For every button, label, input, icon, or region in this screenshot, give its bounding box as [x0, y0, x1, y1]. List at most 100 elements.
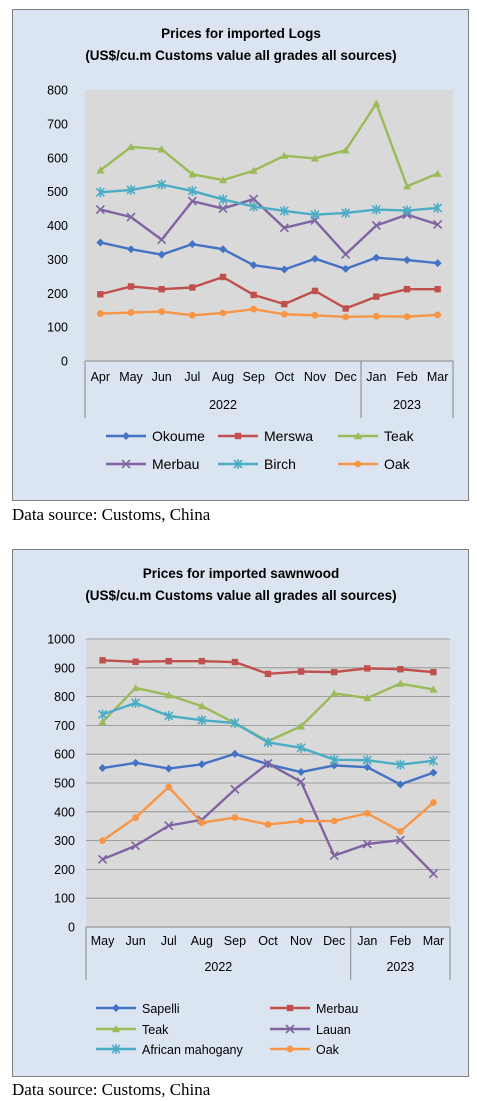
logs-data-point [249, 261, 258, 270]
logs-data-point [157, 235, 167, 245]
logs-year-label: 2023 [393, 398, 421, 412]
logs-data-point [157, 145, 166, 153]
logs-data-point [341, 249, 351, 259]
logs-data-point [371, 204, 381, 215]
sawnwood-data-point [297, 768, 306, 777]
sawnwood-legend-marker [286, 1045, 294, 1053]
logs-data-point [403, 182, 411, 190]
sawnwood-data-point [131, 841, 141, 851]
sawnwood-data-point [363, 694, 372, 702]
logs-legend-label: Teak [384, 428, 415, 444]
sawnwood-legend-label: Sapelli [142, 1002, 180, 1016]
logs-data-point [96, 238, 105, 247]
sawnwood-chart: Prices for imported sawnwood (US$/cu.m Cu… [47, 566, 451, 1057]
logs-data-point [280, 310, 288, 318]
logs-data-point [157, 250, 166, 259]
sawnwood-year-label: 2022 [204, 960, 232, 974]
sawnwood-data-point [329, 754, 339, 765]
sawnwood-data-point [362, 755, 372, 766]
logs-data-point [250, 305, 258, 313]
logs-data-point [97, 291, 104, 298]
logs-series-line-teak [99, 102, 439, 188]
sawnwood-y-tick-label: 900 [54, 661, 75, 675]
logs-data-point [310, 209, 320, 220]
sawnwood-data-point [165, 657, 172, 665]
sawnwood-data-point [263, 737, 273, 748]
sawnwood-chart-title: Prices for imported sawnwood [143, 566, 340, 581]
logs-chart-subtitle: (US$/cu.m Customs value all grades all s… [85, 48, 396, 63]
logs-data-point [219, 273, 227, 281]
sawnwood-y-tick-label: 400 [54, 805, 75, 819]
logs-data-point [219, 176, 227, 184]
sawnwood-data-point [297, 722, 306, 730]
logs-data-point [279, 223, 289, 233]
sawnwood-data-point [164, 710, 174, 721]
sawnwood-data-point [396, 827, 404, 835]
logs-data-point [218, 194, 228, 205]
logs-y-tick-label: 600 [47, 151, 68, 165]
sawnwood-data-point [231, 658, 239, 666]
sawnwood-data-point [164, 691, 173, 699]
sawnwood-data-point [197, 760, 206, 769]
sawnwood-data-point [397, 666, 404, 673]
logs-y-tick-label: 0 [61, 355, 68, 369]
logs-data-point [249, 166, 258, 174]
sawnwood-year-label: 2023 [386, 960, 414, 974]
sawnwood-data-point [429, 685, 438, 693]
sawnwood-data-point [230, 718, 240, 729]
logs-data-point [127, 245, 135, 254]
logs-x-tick-label: Feb [396, 370, 418, 384]
logs-y-tick-label: 700 [47, 117, 68, 131]
sawnwood-y-tick-label: 700 [54, 719, 75, 733]
sawnwood-y-tick-label: 200 [54, 863, 75, 877]
logs-data-point [157, 179, 167, 190]
logs-data-point [434, 311, 442, 319]
logs-chart: Prices for imported Logs (US$/cu.m Custom… [47, 26, 454, 472]
sawnwood-y-tick-label: 800 [54, 690, 75, 704]
sawnwood-data-point [97, 854, 108, 864]
sawnwood-legend-label: Teak [142, 1023, 169, 1037]
sawnwood-data-point [396, 679, 405, 687]
logs-data-point [219, 309, 227, 317]
logs-data-point [249, 194, 259, 204]
logs-x-tick-label: Jul [184, 370, 200, 384]
logs-legend-label: Merswa [264, 428, 313, 444]
sawnwood-y-tick-label: 0 [68, 921, 75, 935]
logs-data-point [96, 166, 105, 174]
logs-data-point [433, 259, 442, 268]
logs-x-tick-label: Mar [427, 370, 449, 384]
logs-data-point [372, 99, 381, 107]
sawnwood-data-point [197, 702, 206, 710]
logs-legend-label: Birch [264, 456, 296, 472]
logs-x-tick-label: Jun [152, 370, 172, 384]
sawnwood-legend-marker [286, 1004, 294, 1012]
logs-data-point [342, 305, 349, 312]
sawnwood-legend-marker [111, 1044, 121, 1054]
sawnwood-data-point [197, 715, 207, 726]
sawnwood-x-tick-label: Jan [357, 934, 377, 948]
logs-legend-marker [233, 459, 243, 469]
sawnwood-data-point [428, 755, 439, 766]
sawnwood-x-tick-label: Jul [161, 934, 177, 948]
sawnwood-x-tick-label: Jun [126, 934, 146, 948]
logs-data-point [311, 154, 319, 162]
sawnwood-x-tick-label: Oct [258, 934, 278, 948]
logs-data-point [372, 312, 380, 320]
sawnwood-x-tick-label: Nov [290, 934, 313, 948]
logs-data-point [95, 187, 105, 198]
sawnwood-data-point [165, 783, 173, 791]
logs-x-tick-label: Jan [366, 370, 386, 384]
sawnwood-data-point [430, 799, 437, 806]
logs-data-point [280, 151, 289, 159]
sawnwood-data-point [264, 821, 272, 828]
logs-data-point [341, 146, 350, 154]
logs-x-tick-label: Dec [335, 370, 357, 384]
sawnwood-data-point [230, 784, 240, 794]
logs-data-point [279, 205, 289, 216]
logs-data-point [188, 240, 197, 249]
logs-data-point [249, 201, 259, 212]
logs-data-point [96, 310, 104, 317]
sawnwood-legend-marker [112, 1004, 120, 1012]
logs-data-point [95, 205, 105, 215]
logs-x-tick-label: May [119, 370, 143, 384]
